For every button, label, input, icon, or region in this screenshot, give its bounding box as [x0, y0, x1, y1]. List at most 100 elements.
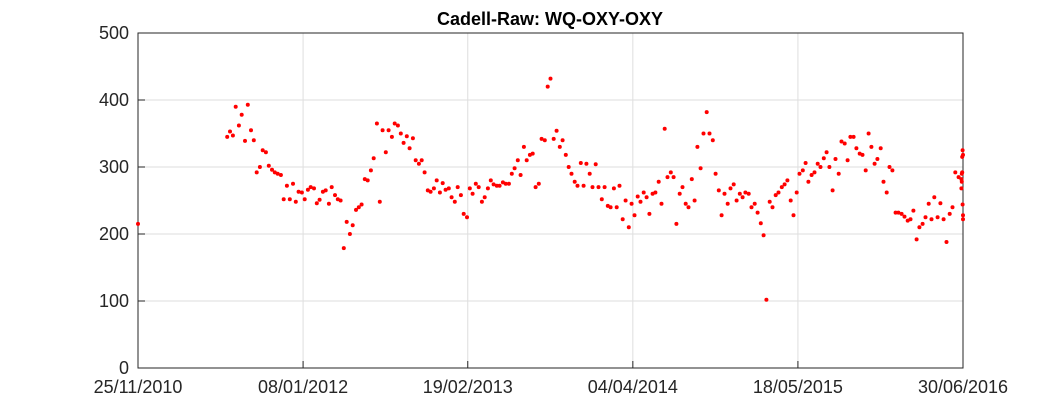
data-point: [270, 167, 274, 172]
data-point: [461, 211, 466, 216]
data-point: [419, 158, 424, 163]
data-point: [392, 121, 397, 126]
data-point: [497, 183, 502, 188]
data-point: [953, 170, 958, 175]
data-point: [731, 182, 736, 187]
data-point: [638, 199, 643, 204]
data-point: [458, 193, 463, 198]
data-point: [243, 138, 247, 143]
data-point: [809, 173, 814, 177]
data-point: [602, 185, 607, 190]
data-point: [749, 205, 754, 210]
data-point: [794, 190, 799, 195]
data-point: [845, 158, 850, 163]
data-point: [770, 205, 775, 210]
data-point: [506, 181, 511, 186]
data-point: [584, 161, 589, 166]
data-point: [800, 168, 805, 173]
data-point: [869, 144, 874, 149]
y-tick-label: 0: [119, 358, 129, 378]
data-point: [746, 191, 751, 196]
data-point: [944, 240, 949, 244]
y-axis: 0 100 200 300 400 500: [99, 23, 145, 378]
data-points: [136, 76, 965, 302]
data-point: [536, 181, 541, 186]
data-point: [920, 221, 925, 226]
data-point: [465, 215, 469, 220]
data-point: [665, 175, 670, 180]
data-point: [530, 151, 535, 156]
data-point: [350, 223, 355, 228]
data-point: [291, 181, 295, 186]
data-point: [707, 131, 712, 136]
data-point: [446, 186, 451, 191]
data-point: [740, 195, 745, 200]
data-point: [710, 138, 715, 143]
data-point: [329, 185, 334, 190]
data-point: [524, 158, 529, 163]
data-point: [365, 178, 370, 183]
data-point: [354, 207, 358, 212]
data-point: [542, 138, 547, 143]
data-point: [827, 165, 832, 169]
data-point: [960, 202, 965, 207]
data-point: [761, 233, 766, 238]
data-point: [428, 189, 433, 194]
data-point: [698, 166, 703, 171]
data-point: [842, 141, 847, 146]
data-point: [569, 171, 574, 176]
data-point: [136, 221, 140, 226]
data-point: [338, 198, 343, 203]
data-point: [278, 173, 283, 177]
data-point: [599, 197, 604, 202]
data-point: [961, 152, 965, 157]
data-point: [287, 197, 292, 202]
data-point: [961, 213, 965, 218]
data-point: [533, 185, 538, 190]
data-point: [431, 186, 436, 191]
data-point: [614, 205, 619, 210]
data-point: [509, 171, 514, 176]
data-point: [686, 205, 691, 210]
data-point: [377, 199, 382, 204]
data-point: [236, 123, 241, 128]
data-point: [941, 217, 946, 222]
x-tick-label: 30/06/2016: [918, 377, 1008, 397]
data-point: [764, 297, 769, 302]
data-point: [815, 161, 820, 166]
data-point: [434, 178, 439, 183]
data-point: [245, 102, 250, 107]
data-point: [341, 246, 346, 251]
data-point: [494, 183, 499, 188]
data-point: [299, 190, 304, 195]
data-point: [293, 199, 298, 204]
y-tick-label: 200: [99, 224, 129, 244]
data-point: [443, 187, 448, 192]
data-point: [239, 112, 244, 117]
data-point: [371, 156, 376, 161]
data-point: [596, 185, 601, 190]
data-point: [593, 162, 598, 167]
data-point: [893, 210, 898, 215]
data-point: [395, 123, 400, 128]
chart-title: Cadell-Raw: WQ-OXY-OXY: [437, 9, 663, 29]
data-point: [284, 183, 289, 188]
data-point: [587, 171, 592, 176]
data-point: [824, 150, 829, 155]
data-point: [485, 186, 490, 191]
data-point: [314, 201, 319, 206]
data-point: [413, 158, 418, 163]
data-point: [608, 205, 613, 210]
data-point: [518, 173, 523, 177]
data-point: [854, 146, 859, 151]
data-point: [575, 183, 580, 188]
data-point: [884, 190, 889, 195]
data-point: [581, 183, 586, 188]
data-point: [401, 140, 406, 145]
data-point: [656, 179, 661, 184]
data-point: [734, 198, 739, 203]
data-point: [473, 181, 478, 186]
data-point: [326, 201, 331, 206]
data-point: [563, 152, 568, 157]
